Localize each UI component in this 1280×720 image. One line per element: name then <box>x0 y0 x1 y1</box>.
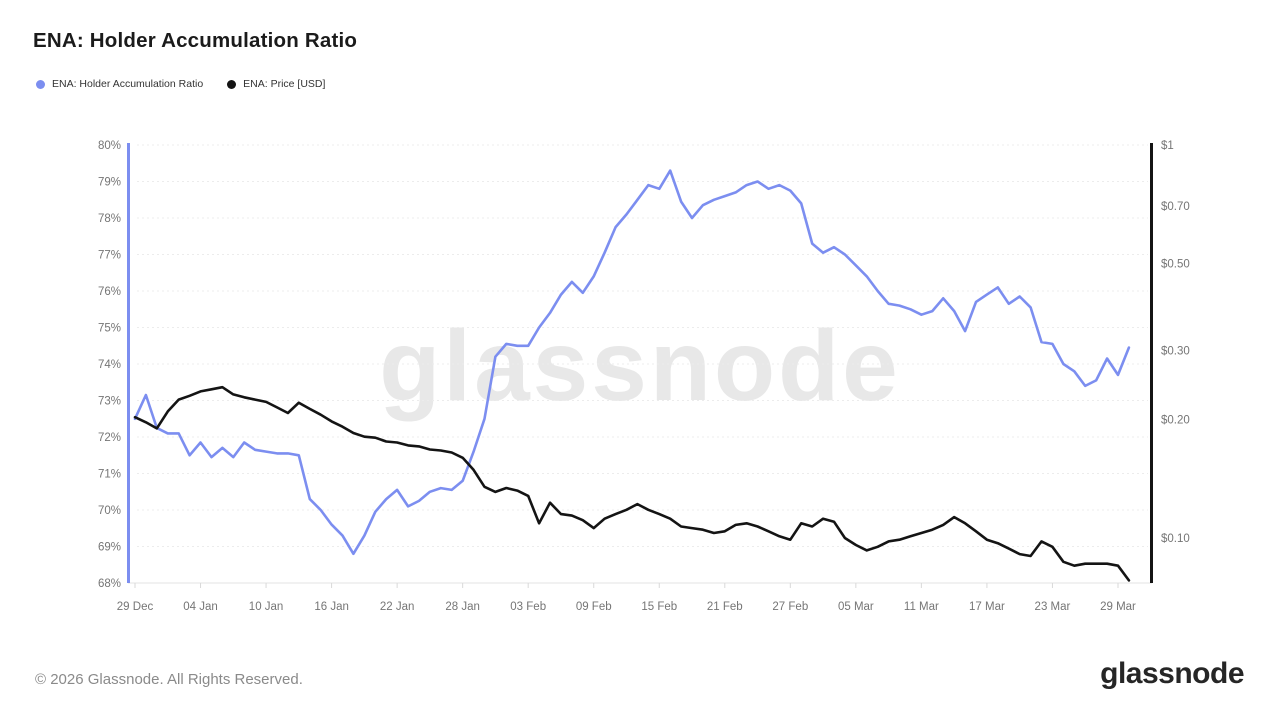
y-right-tick-label: $0.10 <box>1161 533 1190 545</box>
chart-title: ENA: Holder Accumulation Ratio <box>33 29 358 52</box>
legend-label-ratio: ENA: Holder Accumulation Ratio <box>52 78 204 90</box>
legend-label-price: ENA: Price [USD] <box>243 78 326 90</box>
x-tick-label: 21 Feb <box>707 601 743 613</box>
legend-dot-price-icon <box>227 79 237 89</box>
x-tick-label: 09 Feb <box>576 601 612 613</box>
y-left-tick-label: 74% <box>98 359 121 371</box>
holder-accumulation-ratio-line <box>133 169 1131 556</box>
copyright-text: © 2026 Glassnode. All Rights Reserved. <box>35 671 303 688</box>
x-tick-label: 22 Jan <box>380 601 415 613</box>
x-tick-label: 11 Mar <box>904 601 939 613</box>
glassnode-logo: glassnode <box>1100 657 1244 690</box>
legend-item-holder-accumulation-ratio[interactable]: ENA: Holder Accumulation Ratio <box>36 78 203 90</box>
x-tick-label: 29 Mar <box>1100 601 1136 613</box>
gridlines <box>137 144 1148 547</box>
y-right-tick-label: $0.50 <box>1161 258 1190 270</box>
x-tick-label: 05 Mar <box>838 601 874 613</box>
legend-dot-ratio-icon <box>36 79 45 89</box>
y-right-tick-label: $0.30 <box>1161 345 1190 357</box>
y-left-tick-label: 78% <box>98 213 121 225</box>
x-tick-label: 28 Jan <box>445 601 480 613</box>
y-left-tick-label: 68% <box>98 578 121 590</box>
y-left-tick-label: 71% <box>98 469 121 481</box>
y-left-tick-label: 80% <box>98 140 121 152</box>
price-line <box>133 385 1131 582</box>
y-axis-left: 80% 79% 78% 77% 76% 75% 74% 73% 72% 71% 70% 69% 68% <box>98 140 121 590</box>
x-tick-label: 17 Mar <box>969 601 1005 613</box>
x-tick-label: 29 Dec <box>117 601 154 613</box>
y-left-tick-label: 73% <box>98 396 121 408</box>
y-right-tick-label: $1 <box>1161 140 1174 152</box>
x-axis: 29 Dec 04 Jan 10 Jan 16 Jan 22 Jan 28 Jan 03 F… <box>117 583 1136 613</box>
legend: ENA: Holder Accumulation Ratio ENA: Pric… <box>36 78 325 90</box>
y-left-tick-label: 75% <box>98 323 121 335</box>
x-tick-label: 03 Feb <box>510 601 546 613</box>
glassnode-watermark: glassnode <box>379 310 901 422</box>
y-right-tick-label: $0.70 <box>1161 201 1190 213</box>
y-left-tick-label: 70% <box>98 505 121 517</box>
x-tick-label: 23 Mar <box>1035 601 1071 613</box>
x-tick-label: 10 Jan <box>249 601 284 613</box>
x-tick-label: 15 Feb <box>641 601 677 613</box>
y-left-tick-label: 76% <box>98 286 121 298</box>
y-right-tick-label: $0.20 <box>1161 415 1190 427</box>
x-tick-label: 04 Jan <box>183 601 218 613</box>
x-tick-label: 27 Feb <box>772 601 808 613</box>
legend-item-price[interactable]: ENA: Price [USD] <box>227 78 325 90</box>
y-left-tick-label: 77% <box>98 250 121 262</box>
y-axis-right: $1 $0.70 $0.50 $0.30 $0.20 $0.10 <box>1161 140 1190 545</box>
x-tick-label: 16 Jan <box>314 601 349 613</box>
y-left-tick-label: 72% <box>98 432 121 444</box>
series-lines[interactable] <box>133 169 1131 582</box>
y-left-tick-label: 79% <box>98 177 121 189</box>
y-left-tick-label: 69% <box>98 542 121 554</box>
